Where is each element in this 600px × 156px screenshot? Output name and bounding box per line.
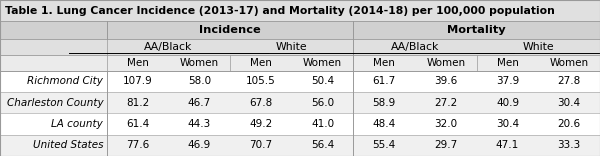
Bar [107, 113, 353, 135]
Text: White: White [523, 42, 554, 52]
Bar [169, 55, 230, 71]
Text: Table 1. Lung Cancer Incidence (2013-17) and Mortality (2014-18) per 100,000 pop: Table 1. Lung Cancer Incidence (2013-17)… [5, 5, 554, 16]
Text: 107.9: 107.9 [123, 76, 152, 86]
Bar [353, 113, 600, 135]
Bar [538, 55, 600, 71]
Text: 44.3: 44.3 [188, 119, 211, 129]
Text: Women: Women [303, 58, 342, 68]
Bar [107, 92, 353, 113]
Text: Men: Men [250, 58, 272, 68]
Text: 39.6: 39.6 [434, 76, 458, 86]
Text: Women: Women [550, 58, 589, 68]
Text: 81.2: 81.2 [126, 98, 149, 108]
Bar [107, 135, 353, 156]
Text: 27.2: 27.2 [434, 98, 458, 108]
Bar [353, 92, 600, 113]
Text: United States: United States [32, 140, 103, 150]
Text: 47.1: 47.1 [496, 140, 519, 150]
Text: 58.9: 58.9 [373, 98, 396, 108]
Text: 48.4: 48.4 [373, 119, 396, 129]
Text: 29.7: 29.7 [434, 140, 458, 150]
Text: 37.9: 37.9 [496, 76, 519, 86]
Text: 67.8: 67.8 [250, 98, 272, 108]
Text: Mortality: Mortality [448, 25, 506, 35]
Bar [0, 92, 107, 113]
Text: AA/Black: AA/Black [144, 42, 193, 52]
Text: 40.9: 40.9 [496, 98, 519, 108]
Bar [0, 113, 107, 135]
Bar [0, 0, 600, 21]
Text: LA county: LA county [52, 119, 103, 129]
Text: 56.0: 56.0 [311, 98, 334, 108]
Text: 50.4: 50.4 [311, 76, 334, 86]
Text: 55.4: 55.4 [373, 140, 396, 150]
Text: 41.0: 41.0 [311, 119, 334, 129]
Bar [107, 55, 169, 71]
Text: 27.8: 27.8 [557, 76, 581, 86]
Bar [353, 21, 600, 39]
Bar [230, 55, 292, 71]
Text: Men: Men [497, 58, 518, 68]
Bar [107, 21, 353, 39]
Text: 70.7: 70.7 [250, 140, 272, 150]
Text: White: White [276, 42, 308, 52]
Bar [476, 55, 538, 71]
Bar [415, 55, 477, 71]
Text: Incidence: Incidence [199, 25, 261, 35]
Bar [107, 39, 230, 55]
Bar [292, 55, 353, 71]
Text: Men: Men [127, 58, 149, 68]
Text: 61.4: 61.4 [126, 119, 149, 129]
Bar [107, 71, 353, 92]
Text: Men: Men [373, 58, 395, 68]
Bar [353, 135, 600, 156]
Text: 33.3: 33.3 [557, 140, 581, 150]
Bar [230, 39, 353, 55]
Bar [353, 71, 600, 92]
Bar [0, 71, 107, 92]
Text: 32.0: 32.0 [434, 119, 457, 129]
Text: Women: Women [180, 58, 219, 68]
Bar [476, 39, 600, 55]
Text: 46.7: 46.7 [188, 98, 211, 108]
Text: 77.6: 77.6 [126, 140, 149, 150]
Bar [0, 21, 107, 39]
Bar [0, 55, 107, 71]
Text: 56.4: 56.4 [311, 140, 334, 150]
Text: Women: Women [427, 58, 466, 68]
Bar [0, 135, 107, 156]
Bar [0, 39, 107, 55]
Bar [353, 39, 476, 55]
Text: 58.0: 58.0 [188, 76, 211, 86]
Text: Richmond City: Richmond City [28, 76, 103, 86]
Text: 30.4: 30.4 [496, 119, 519, 129]
Text: 105.5: 105.5 [246, 76, 276, 86]
Text: 30.4: 30.4 [557, 98, 581, 108]
Text: 49.2: 49.2 [250, 119, 272, 129]
Text: Charleston County: Charleston County [7, 98, 103, 108]
Text: 46.9: 46.9 [188, 140, 211, 150]
Text: 61.7: 61.7 [373, 76, 396, 86]
Text: AA/Black: AA/Black [391, 42, 439, 52]
Bar [353, 55, 415, 71]
Text: 20.6: 20.6 [557, 119, 581, 129]
